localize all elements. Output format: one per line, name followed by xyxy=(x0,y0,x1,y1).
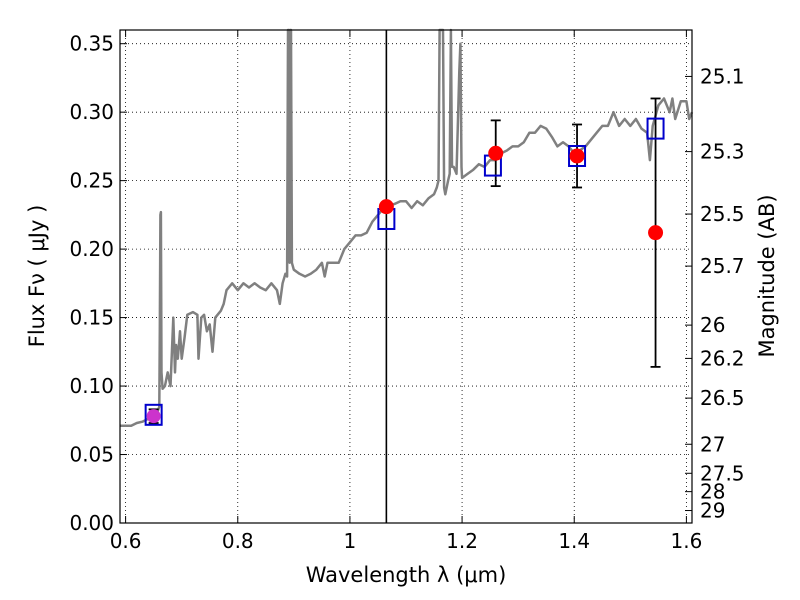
y-tick-label: 0.05 xyxy=(69,443,114,467)
right-tick-label: 27.5 xyxy=(700,461,745,485)
right-tick-label: 28 xyxy=(700,480,725,504)
x-tick-label: 0.8 xyxy=(222,529,254,553)
x-tick-label: 1.6 xyxy=(670,529,702,553)
y-tick-label: 0.30 xyxy=(69,100,114,124)
y-tick-label: 0.10 xyxy=(69,374,114,398)
y-tick-label: 0.20 xyxy=(69,237,114,261)
observed-flux-point-magenta xyxy=(146,409,161,424)
observed-flux-point xyxy=(648,225,664,241)
right-tick-label: 29 xyxy=(700,499,725,523)
model-flux-square xyxy=(646,117,665,140)
x-tick-label: 1.4 xyxy=(558,529,590,553)
right-tick-label: 25.1 xyxy=(700,64,745,88)
y-axis-label: Flux Fν ( μJy ) xyxy=(25,205,49,348)
right-tick-label: 25.7 xyxy=(700,254,745,278)
x-tick-label: 0.6 xyxy=(110,529,142,553)
observed-flux-point xyxy=(569,148,585,164)
y-tick-label: 0.35 xyxy=(69,32,114,56)
grid-layer xyxy=(120,30,692,524)
model-flux-square xyxy=(568,144,587,167)
x-axis-label: Wavelength λ (μm) xyxy=(306,563,507,587)
plot-frame xyxy=(119,29,693,524)
right-tick-label: 25.5 xyxy=(700,202,745,226)
model-flux-square xyxy=(144,403,163,426)
plot-layer xyxy=(120,28,694,523)
observed-flux-point xyxy=(378,199,394,215)
right-tick-label: 26 xyxy=(700,313,725,337)
y-tick-label: 0.00 xyxy=(69,511,114,535)
observed-flux-point xyxy=(488,145,504,161)
y-tick-label: 0.15 xyxy=(69,306,114,330)
right-tick-label: 26.2 xyxy=(700,346,745,370)
right-tick-label: 26.5 xyxy=(700,386,745,410)
right-tick-label: 25.3 xyxy=(700,140,745,164)
right-axis-label: Magnitude (AB) xyxy=(755,194,779,357)
axis-layer: 0.6 0.8 1 1.2 1.4 1.6 0.00 0.05 0.10 0.15 0.20 0.25… xyxy=(69,30,745,553)
x-tick-label: 1 xyxy=(344,529,357,553)
sed-spectrum-line xyxy=(120,28,694,428)
y-tick-label: 0.25 xyxy=(69,169,114,193)
right-tick-label: 27 xyxy=(700,432,725,456)
x-tick-label: 1.2 xyxy=(446,529,478,553)
